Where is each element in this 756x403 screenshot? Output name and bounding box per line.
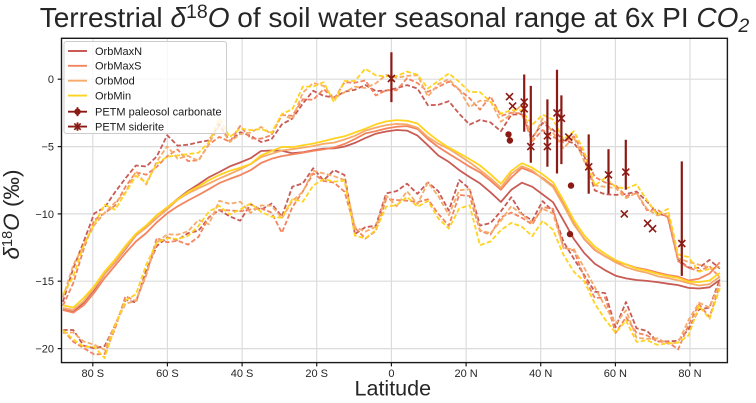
svg-text:20 N: 20 N [454,368,477,380]
svg-text:OrbMaxN: OrbMaxN [95,46,142,58]
svg-text:OrbMaxS: OrbMaxS [95,61,141,73]
svg-text:Latitude: Latitude [355,377,432,401]
svg-text:0: 0 [388,368,394,380]
svg-text:−10: −10 [35,209,54,221]
svg-text:−20: −20 [35,344,54,356]
svg-text:Terrestrial δ18O of soil water: Terrestrial δ18O of soil water seasonal … [40,1,750,37]
svg-text:OrbMod: OrbMod [95,76,135,88]
svg-text:−15: −15 [35,276,54,288]
svg-text:OrbMin: OrbMin [95,91,131,103]
svg-text:0: 0 [48,74,54,86]
svg-text:60 S: 60 S [156,368,179,380]
svg-text:80 N: 80 N [678,368,701,380]
svg-text:40 N: 40 N [529,368,552,380]
svg-text:20 S: 20 S [305,368,328,380]
svg-text:PETM paleosol carbonate: PETM paleosol carbonate [95,107,222,119]
svg-text:80 S: 80 S [81,368,104,380]
svg-text:40 S: 40 S [231,368,254,380]
svg-text:−5: −5 [41,142,54,154]
svg-text:PETM siderite: PETM siderite [95,122,164,134]
svg-text:60 N: 60 N [604,368,627,380]
